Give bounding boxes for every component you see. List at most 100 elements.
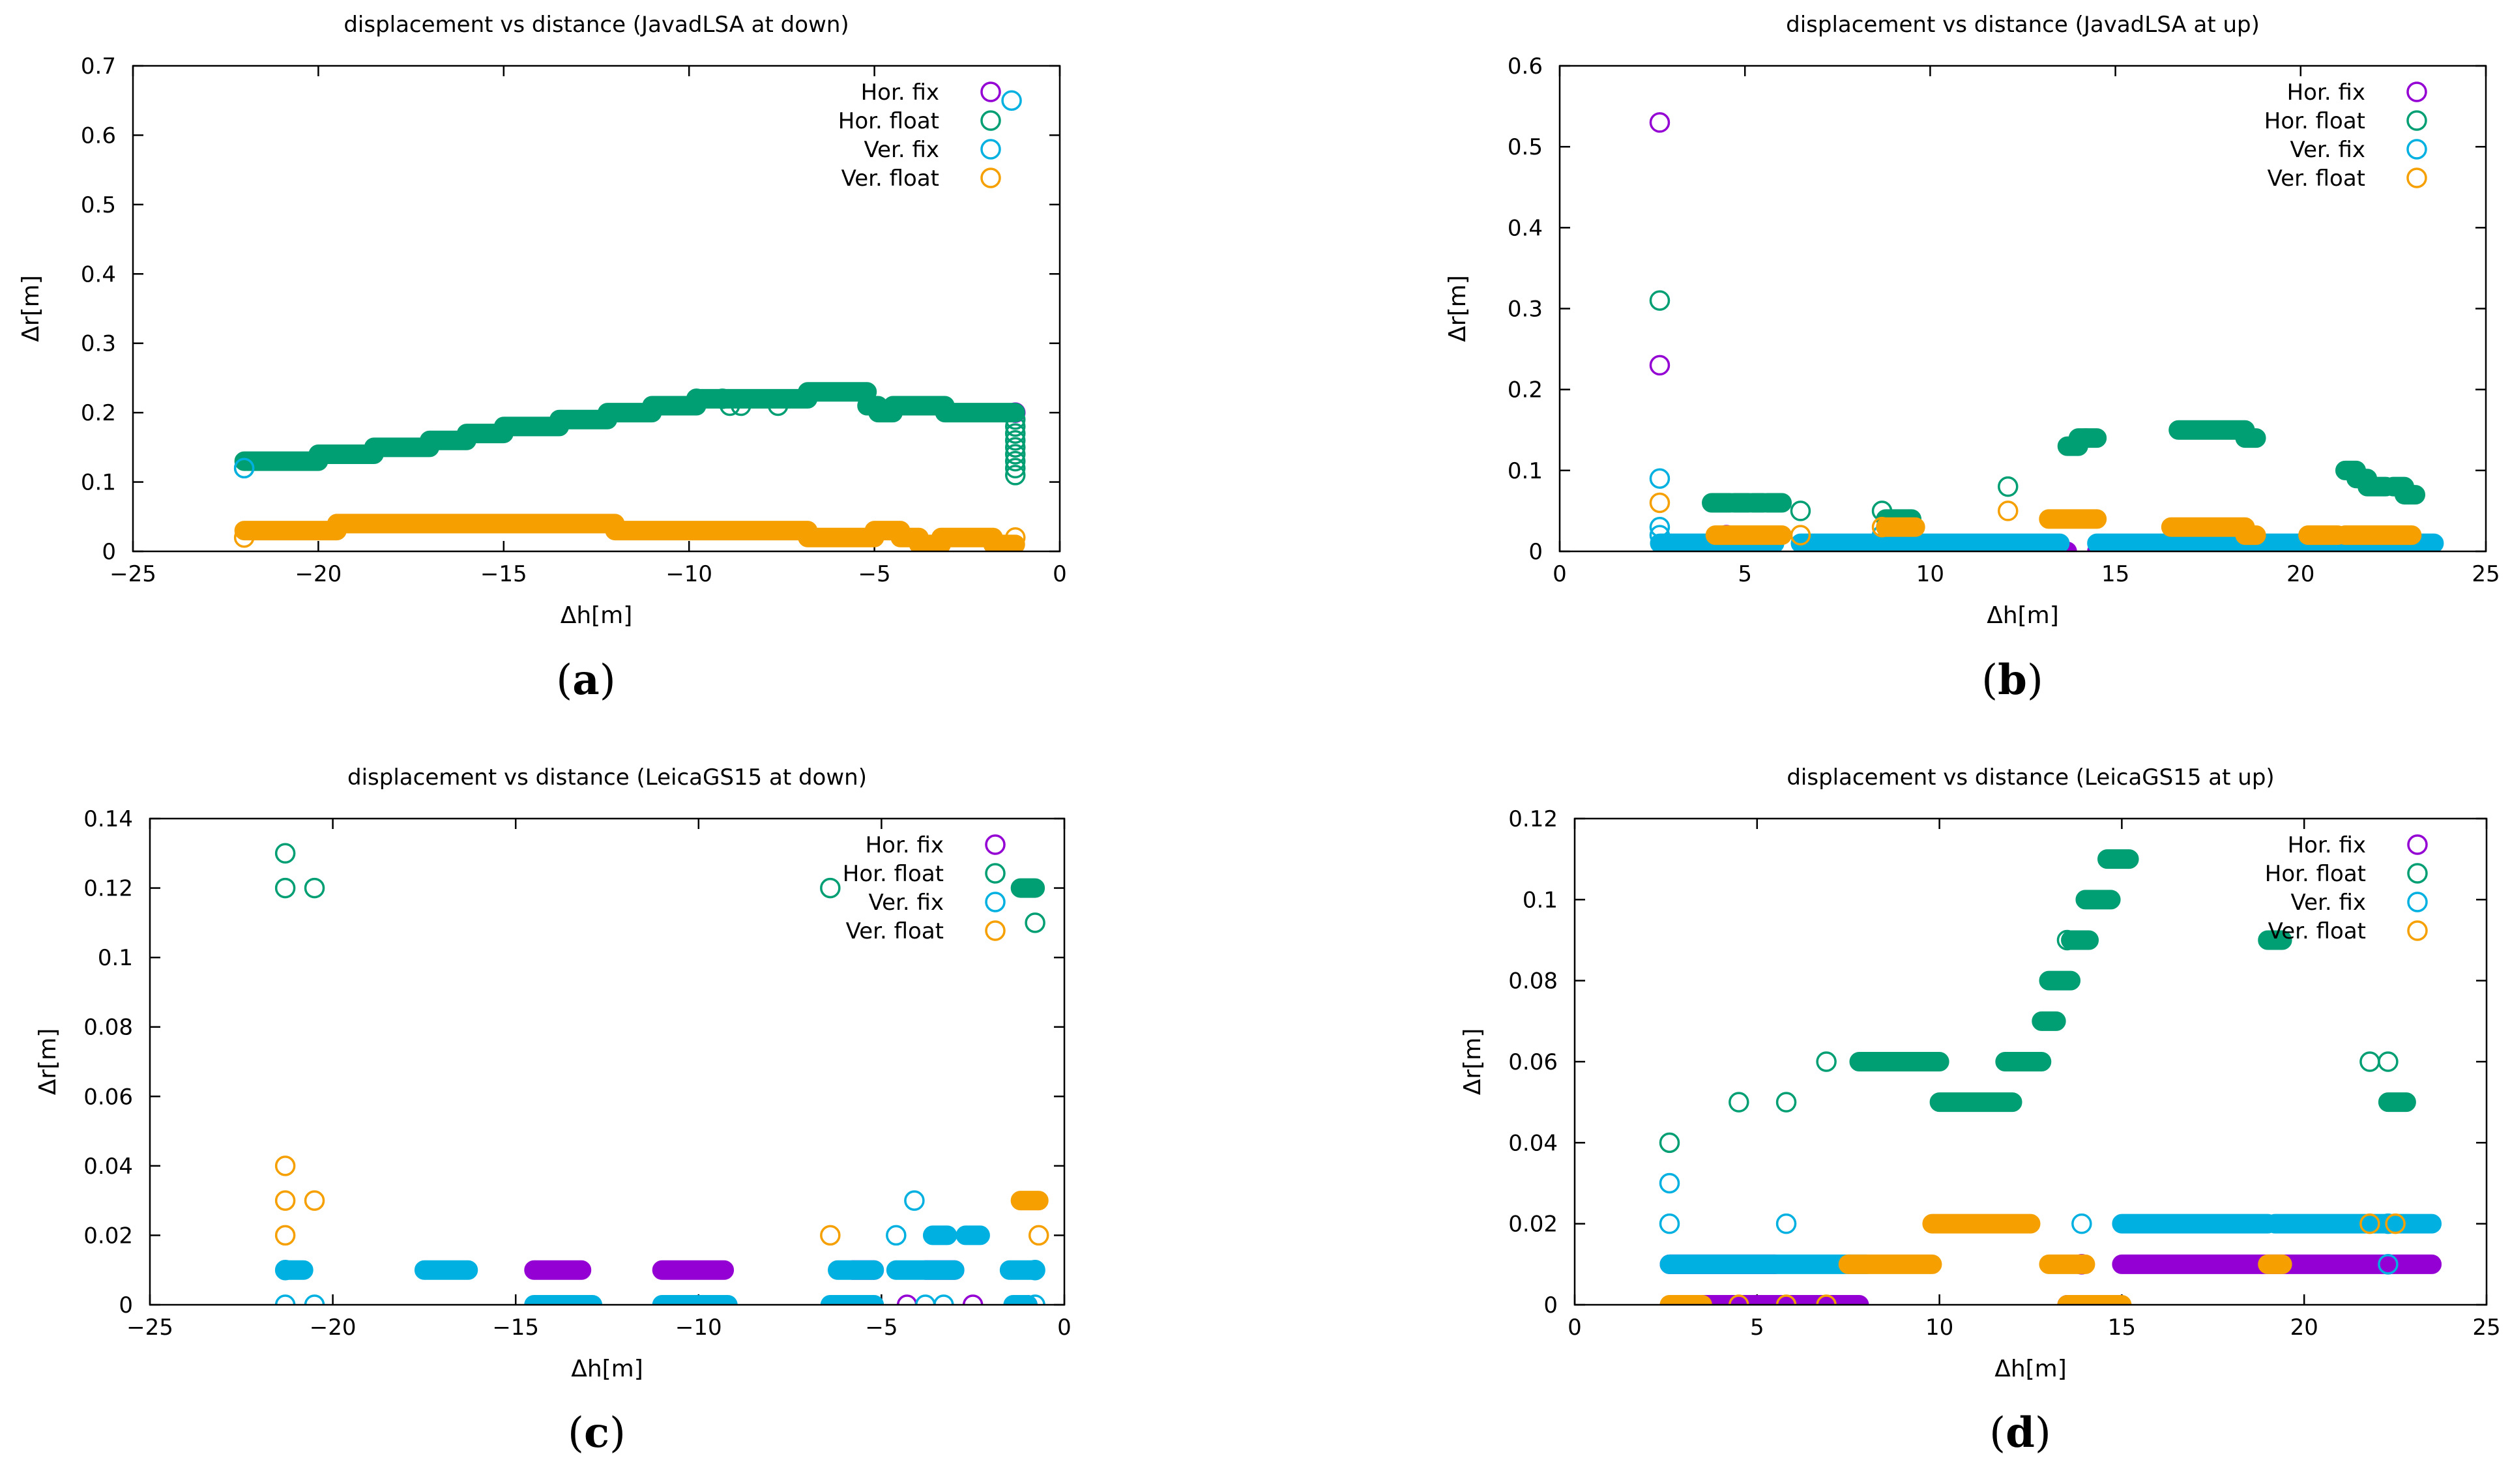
- x-tick-label: 25: [2472, 1315, 2500, 1341]
- data-point: [1649, 492, 1671, 514]
- legend-marker: [2406, 167, 2427, 188]
- data-point-run: [2235, 428, 2266, 448]
- x-axis-label: Δh[m]: [1987, 602, 2059, 629]
- y-tick-label: 0.02: [83, 1223, 133, 1249]
- data-point: [712, 388, 733, 409]
- legend-label: Ver. fix: [2290, 890, 2366, 916]
- data-point: [767, 395, 789, 416]
- x-tick-label: −5: [865, 1315, 897, 1341]
- x-axis-label: Δh[m]: [561, 602, 633, 629]
- legend-label: Ver. float: [846, 918, 944, 944]
- x-tick-label: 20: [2286, 561, 2314, 587]
- data-point: [1790, 525, 1811, 546]
- legend-marker: [2407, 892, 2428, 912]
- x-tick-label: 5: [1750, 1315, 1764, 1341]
- data-point: [274, 843, 296, 864]
- data-point-run: [2075, 890, 2121, 910]
- legend-marker: [2406, 110, 2427, 131]
- data-point: [720, 395, 740, 416]
- plot-area: [233, 90, 1026, 551]
- data-point: [1004, 409, 1026, 430]
- data-point: [1004, 416, 1026, 437]
- legend-marker: [980, 167, 1001, 188]
- legend-marker: [2407, 920, 2428, 941]
- y-tick-label: 0.08: [1508, 968, 1558, 995]
- series-hor-float: [233, 382, 1026, 486]
- data-point: [1659, 1132, 1680, 1154]
- data-point-run: [524, 1295, 603, 1305]
- data-point: [1004, 444, 1026, 465]
- data-point: [1659, 1213, 1680, 1234]
- x-tick-label: 0: [1553, 561, 1567, 587]
- series-ver-float: [1649, 492, 2422, 546]
- data-point: [1775, 1092, 1797, 1113]
- data-point: [1649, 517, 1671, 538]
- data-point-run: [1876, 517, 1925, 537]
- data-point: [1697, 541, 1719, 551]
- data-point-run: [2335, 525, 2422, 546]
- data-point: [2359, 1051, 2380, 1072]
- data-point-run: [1692, 1295, 1869, 1305]
- x-tick-label: −5: [858, 561, 891, 587]
- chart-panel-b: displacement vs distance (JavadLSA at up…: [1444, 12, 2500, 705]
- data-point-run: [820, 1295, 884, 1305]
- data-point: [1775, 1213, 1797, 1234]
- x-tick-label: −25: [126, 1315, 173, 1341]
- legend-label: Hor. float: [2265, 861, 2366, 887]
- legend-marker: [2406, 139, 2427, 160]
- plot-area: [274, 843, 1049, 1305]
- legend-label: Hor. float: [838, 108, 939, 134]
- x-tick-label: 25: [2472, 561, 2500, 587]
- data-point-run: [1010, 878, 1045, 898]
- legend-marker: [2407, 834, 2428, 855]
- data-point-run: [2235, 525, 2266, 546]
- data-point: [2378, 1051, 2399, 1072]
- data-point-run: [2039, 509, 2107, 529]
- legend-label: Ver. float: [841, 166, 939, 192]
- data-point: [1004, 450, 1026, 472]
- data-point: [274, 1225, 296, 1246]
- y-tick-label: 0: [102, 539, 116, 565]
- panel-label: (d): [1989, 1408, 2051, 1457]
- data-point-run: [2097, 849, 2139, 869]
- data-point-run: [1922, 1214, 2041, 1234]
- data-point-run: [886, 1260, 965, 1280]
- plot-frame: [1573, 817, 2488, 1306]
- data-point: [274, 1294, 296, 1305]
- x-tick-label: 5: [1738, 561, 1752, 587]
- data-point-run: [2258, 1254, 2292, 1274]
- y-tick-label: 0.6: [81, 123, 116, 149]
- data-point-run: [2076, 428, 2107, 448]
- y-tick-label: 0.3: [1508, 297, 1543, 323]
- x-tick-label: −25: [109, 561, 156, 587]
- y-tick-label: 0.02: [1508, 1212, 1558, 1238]
- y-tick-label: 0: [1528, 539, 1543, 565]
- data-point: [1649, 355, 1671, 376]
- panel-label: (c): [568, 1408, 626, 1457]
- x-tick-label: 0: [1053, 561, 1067, 587]
- data-point-run: [999, 1260, 1045, 1280]
- data-point-run: [798, 382, 877, 402]
- x-tick-label: −20: [295, 561, 342, 587]
- x-tick-label: 10: [1925, 1315, 1953, 1341]
- series-ver-float: [274, 1156, 1049, 1246]
- y-axis-label: Δr[m]: [1444, 275, 1471, 342]
- data-point: [274, 1156, 296, 1176]
- legend-label: Hor. fix: [2287, 80, 2365, 106]
- data-point-run: [2112, 1214, 2278, 1234]
- y-tick-label: 0.06: [1508, 1049, 1558, 1075]
- y-tick-label: 0.4: [81, 261, 116, 287]
- y-tick-label: 0.5: [81, 192, 116, 218]
- legend-marker: [2406, 81, 2427, 102]
- series-ver-float: [233, 514, 1026, 551]
- y-tick-label: 0.06: [83, 1084, 133, 1110]
- data-point-run: [1757, 493, 1792, 513]
- data-point-run: [1929, 1092, 2022, 1113]
- data-point-run: [828, 1260, 884, 1280]
- x-tick-label: −15: [492, 1315, 539, 1341]
- x-tick-label: 15: [2108, 1315, 2136, 1341]
- y-tick-label: 0.5: [1508, 134, 1543, 160]
- y-axis-label: Δr[m]: [1459, 1028, 1486, 1096]
- series-ver-fix: [1659, 1172, 2442, 1275]
